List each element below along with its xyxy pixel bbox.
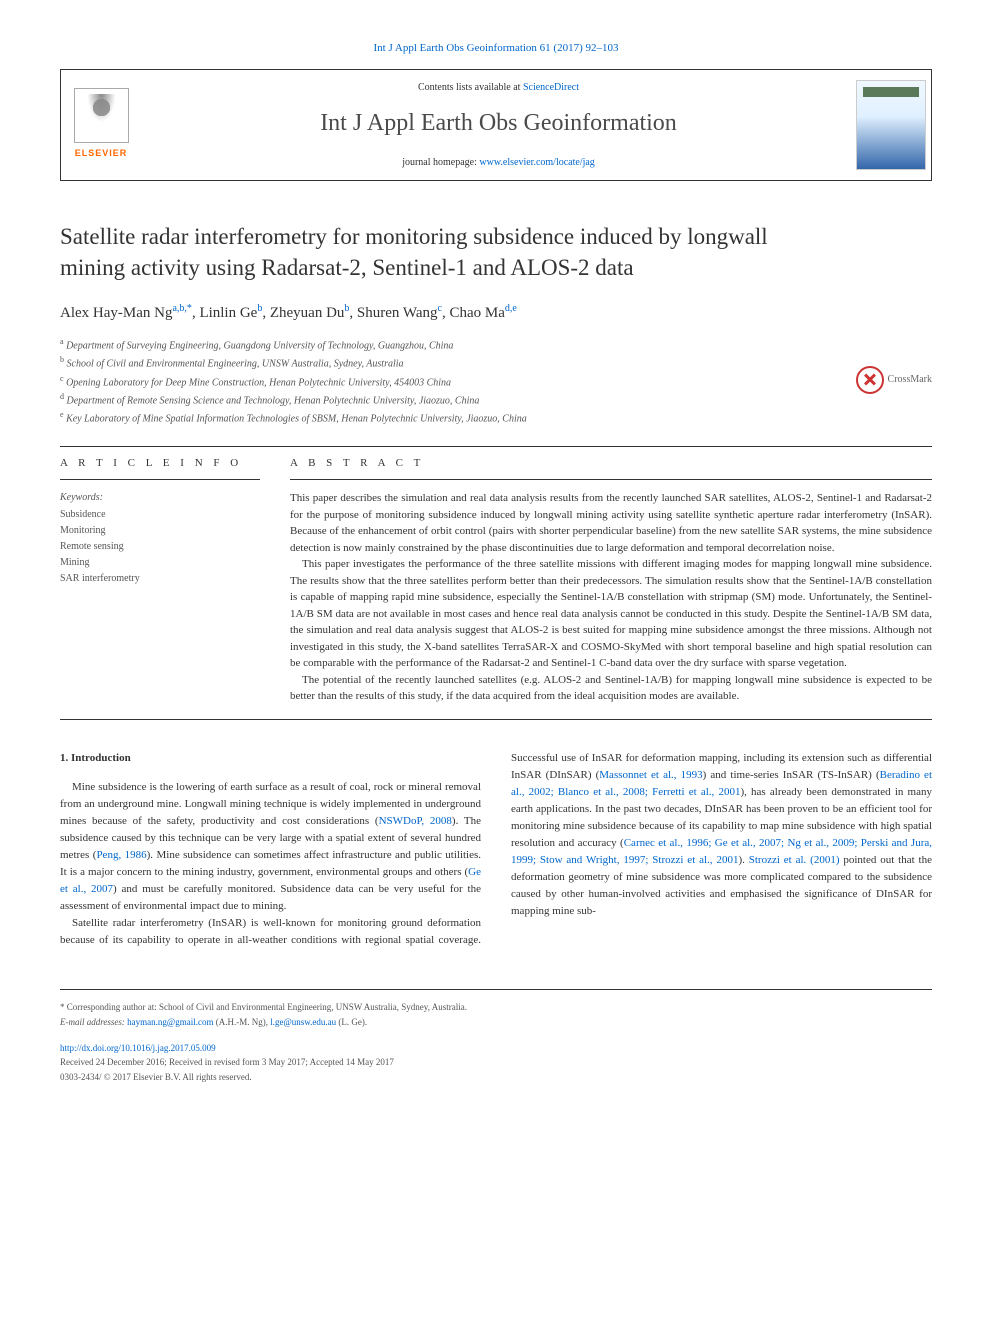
journal-banner: ELSEVIER Contents lists available at Sci… — [60, 69, 932, 181]
ref-link[interactable]: Peng, 1986 — [96, 849, 146, 861]
elsevier-label: ELSEVIER — [75, 147, 128, 161]
elsevier-logo[interactable]: ELSEVIER — [61, 77, 141, 172]
email-link-2[interactable]: l.ge@unsw.edu.au — [270, 1017, 336, 1027]
ref-link[interactable]: NSWDoP, 2008 — [379, 815, 452, 827]
divider-top — [60, 446, 932, 447]
article-info-header: A R T I C L E I N F O — [60, 455, 260, 481]
body-para-1: Mine subsidence is the lowering of earth… — [60, 779, 481, 915]
homepage-link[interactable]: www.elsevier.com/locate/jag — [479, 157, 594, 168]
journal-name: Int J Appl Earth Obs Geoinformation — [161, 105, 836, 141]
divider-bottom — [60, 719, 932, 720]
ref-link[interactable]: Massonnet et al., 1993 — [599, 769, 702, 781]
sciencedirect-link[interactable]: ScienceDirect — [523, 82, 579, 93]
section-heading: 1. Introduction — [60, 750, 481, 767]
contents-line: Contents lists available at ScienceDirec… — [161, 80, 836, 95]
email-link-1[interactable]: hayman.ng@gmail.com — [127, 1017, 213, 1027]
email-line: E-mail addresses: hayman.ng@gmail.com (A… — [60, 1015, 932, 1029]
article-info: A R T I C L E I N F O Keywords: Subsiden… — [60, 455, 260, 705]
received-line: Received 24 December 2016; Received in r… — [60, 1055, 932, 1069]
contents-prefix: Contents lists available at — [418, 82, 523, 93]
abstract-text: This paper describes the simulation and … — [290, 490, 932, 705]
email1-name: (A.H.-M. Ng), — [213, 1017, 270, 1027]
affiliations: a Department of Surveying Engineering, G… — [60, 336, 932, 428]
journal-cover-thumbnail[interactable] — [856, 80, 926, 170]
corresponding-author: * Corresponding author at: School of Civ… — [60, 1000, 932, 1014]
crossmark-label: CrossMark — [888, 372, 932, 387]
journal-homepage: journal homepage: www.elsevier.com/locat… — [161, 155, 836, 170]
article-title: Satellite radar interferometry for monit… — [60, 221, 932, 283]
banner-center: Contents lists available at ScienceDirec… — [141, 70, 856, 180]
abstract: A B S T R A C T This paper describes the… — [290, 455, 932, 705]
introduction-section: 1. Introduction Mine subsidence is the l… — [60, 750, 932, 950]
authors-line: Alex Hay-Man Nga,b,*, Linlin Geb, Zheyua… — [60, 301, 932, 325]
homepage-prefix: journal homepage: — [402, 157, 479, 168]
keywords-list: SubsidenceMonitoringRemote sensingMining… — [60, 507, 260, 587]
copyright-line: 0303-2434/ © 2017 Elsevier B.V. All righ… — [60, 1070, 932, 1084]
keywords-label: Keywords: — [60, 490, 260, 505]
footer: * Corresponding author at: School of Civ… — [60, 989, 932, 1084]
email-label: E-mail addresses: — [60, 1017, 127, 1027]
doi-link[interactable]: http://dx.doi.org/10.1016/j.jag.2017.05.… — [60, 1041, 932, 1055]
crossmark-icon — [856, 366, 884, 394]
abstract-header: A B S T R A C T — [290, 455, 932, 481]
ref-link[interactable]: Strozzi et al. (2001) — [749, 854, 840, 866]
crossmark-badge[interactable]: CrossMark — [856, 366, 932, 394]
header-citation[interactable]: Int J Appl Earth Obs Geoinformation 61 (… — [60, 40, 932, 57]
elsevier-tree-icon — [74, 88, 129, 143]
email2-name: (L. Ge). — [336, 1017, 367, 1027]
